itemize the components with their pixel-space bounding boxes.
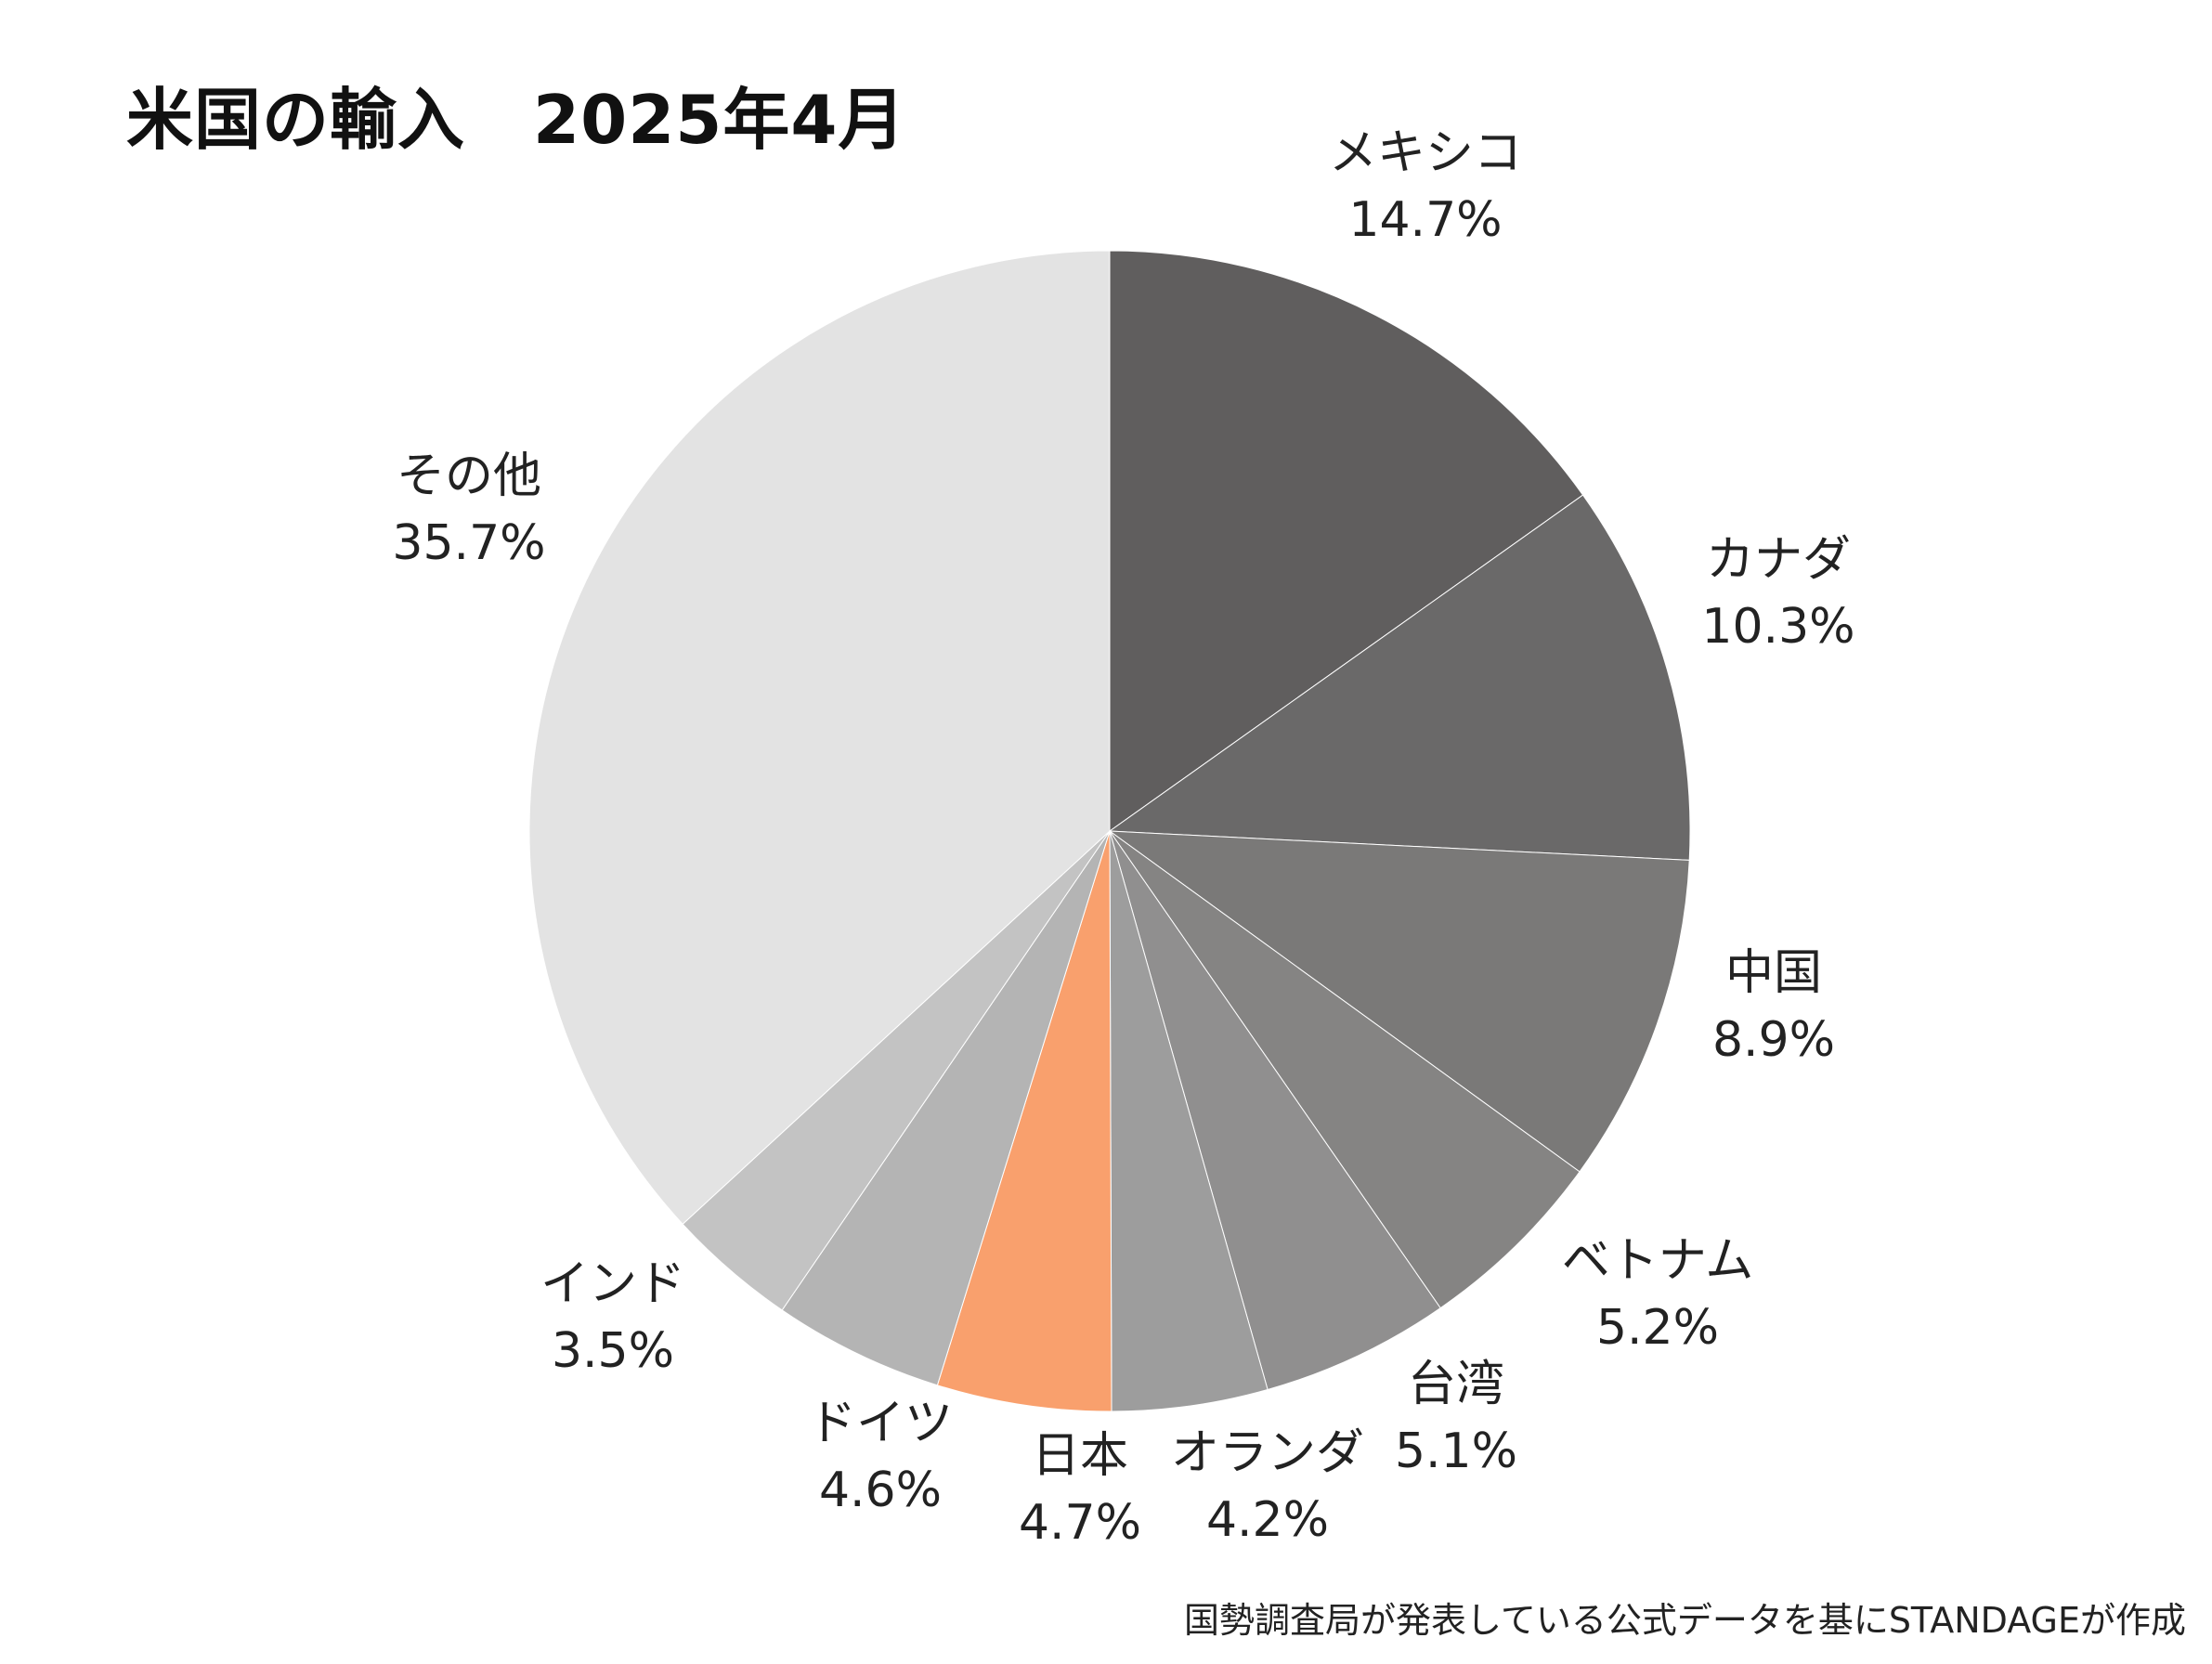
pie-slice [1108, 494, 1691, 861]
slice-label: インド [540, 1256, 685, 1312]
slice-label: メキシコ [1329, 125, 1522, 181]
slice-value-label: 14.7% [1348, 192, 1502, 248]
slice-value-label: 5.1% [1395, 1424, 1517, 1479]
chart-title: 米国の輸入 2025年4月 [126, 81, 906, 159]
source-note: 国勢調査局が発表している公式データを基にSTANDAGEが作成 [1183, 1600, 2186, 1641]
slice-label: ベトナム [1562, 1233, 1753, 1289]
pie-labels: メキシコ 14.7% カナダ 10.3% 中国 8.9% ベトナム 5.2% 台湾 5.1% オラン… [392, 125, 1854, 1551]
slice-value-label: 8.9% [1712, 1012, 1835, 1068]
pie-slice [1109, 830, 1441, 1391]
slice-value-label: 3.5% [552, 1323, 674, 1379]
slice-value-label: 4.2% [1206, 1492, 1329, 1548]
slice-value-label: 4.6% [819, 1462, 942, 1518]
pie-slice [1109, 830, 1269, 1412]
slice-label: オランダ [1171, 1425, 1364, 1481]
slice-label: 中国 [1725, 945, 1822, 1001]
slice-label: ドイツ [808, 1396, 953, 1451]
pie-slice [1109, 250, 1584, 832]
pie-slice [781, 830, 1111, 1386]
slice-value-label: 4.7% [1019, 1495, 1141, 1551]
slice-label: 台湾 [1408, 1357, 1504, 1412]
slice-label: カナダ [1706, 532, 1851, 588]
slice-value-label: 5.2% [1596, 1300, 1719, 1356]
slice-value-label: 10.3% [1701, 599, 1854, 655]
pie-slice [528, 250, 1111, 1226]
pie-slices [528, 250, 1691, 1412]
slice-label: その他 [397, 448, 541, 504]
slice-label: 日本 [1032, 1428, 1128, 1484]
pie-slice [1109, 830, 1581, 1309]
slice-value-label: 35.7% [392, 515, 545, 571]
pie-slice [936, 830, 1113, 1412]
pie-slice [1108, 830, 1690, 1173]
